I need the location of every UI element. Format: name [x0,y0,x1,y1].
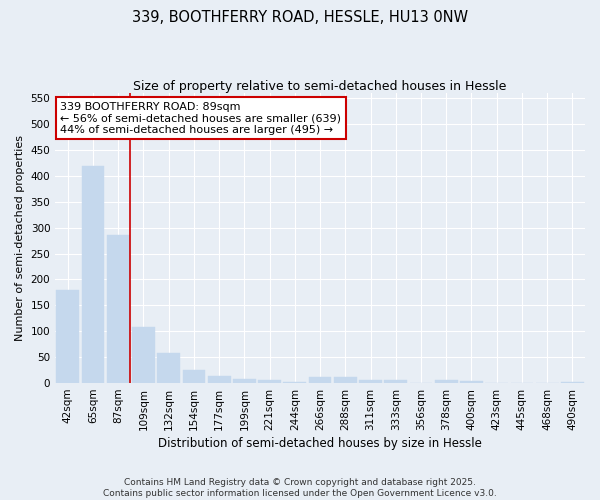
Bar [157,353,180,383]
Y-axis label: Number of semi-detached properties: Number of semi-detached properties [15,135,25,341]
Bar [460,381,483,383]
Title: Size of property relative to semi-detached houses in Hessle: Size of property relative to semi-detach… [133,80,507,93]
Bar [208,376,230,383]
Bar [182,370,205,383]
X-axis label: Distribution of semi-detached houses by size in Hessle: Distribution of semi-detached houses by … [158,437,482,450]
Bar [258,380,281,383]
Bar [309,377,331,383]
Bar [385,380,407,383]
Bar [107,236,130,383]
Bar [334,377,356,383]
Bar [359,380,382,383]
Bar [435,380,458,383]
Text: 339, BOOTHFERRY ROAD, HESSLE, HU13 0NW: 339, BOOTHFERRY ROAD, HESSLE, HU13 0NW [132,10,468,25]
Bar [561,382,584,383]
Bar [233,379,256,383]
Text: 339 BOOTHFERRY ROAD: 89sqm
← 56% of semi-detached houses are smaller (639)
44% o: 339 BOOTHFERRY ROAD: 89sqm ← 56% of semi… [61,102,341,135]
Bar [283,382,306,383]
Text: Contains HM Land Registry data © Crown copyright and database right 2025.
Contai: Contains HM Land Registry data © Crown c… [103,478,497,498]
Bar [132,327,155,383]
Bar [82,166,104,383]
Bar [56,290,79,383]
